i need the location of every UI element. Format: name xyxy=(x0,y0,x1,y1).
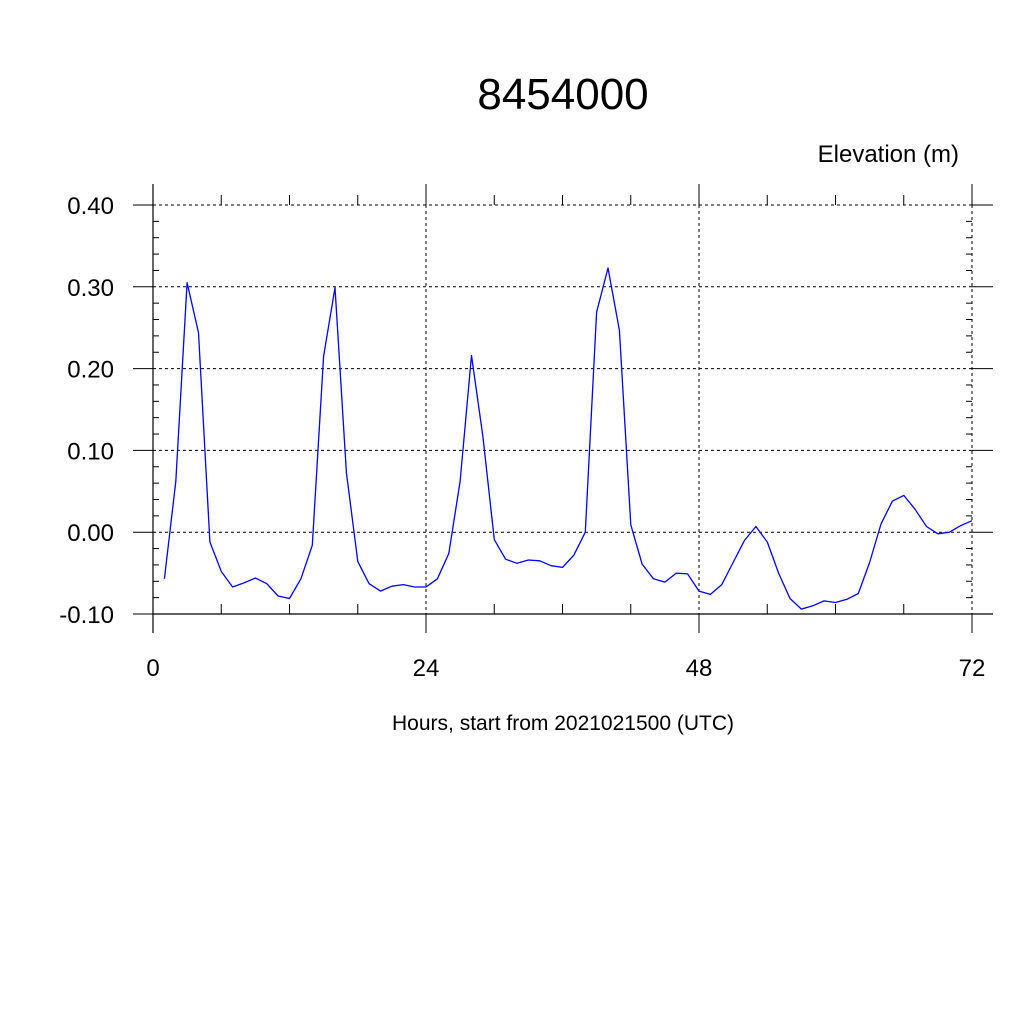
y-tick-label: 0.30 xyxy=(67,275,114,302)
grid-lines xyxy=(152,204,973,615)
y-tick-label: 0.10 xyxy=(67,438,114,465)
axes xyxy=(133,184,993,633)
x-tick-label: 24 xyxy=(413,655,440,682)
x-tick-label: 0 xyxy=(146,655,159,682)
y-tick-label: 0.00 xyxy=(67,520,114,547)
series-layer xyxy=(163,267,973,610)
chart-subtitle: Elevation (m) xyxy=(818,141,959,168)
tick-labels: -0.10 0.00 0.10 0.20 0.30 0.40 0 24 48 72 xyxy=(59,193,985,682)
y-tick-label: 0.20 xyxy=(67,357,114,384)
elevation-series-line xyxy=(163,267,973,610)
x-tick-label: 48 xyxy=(686,655,713,682)
y-tick-label: 0.40 xyxy=(67,193,114,220)
y-tick-label: -0.10 xyxy=(59,602,114,629)
x-tick-label: 72 xyxy=(959,655,986,682)
chart-title: 8454000 xyxy=(477,70,648,119)
x-axis-label: Hours, start from 2021021500 (UTC) xyxy=(392,712,734,735)
